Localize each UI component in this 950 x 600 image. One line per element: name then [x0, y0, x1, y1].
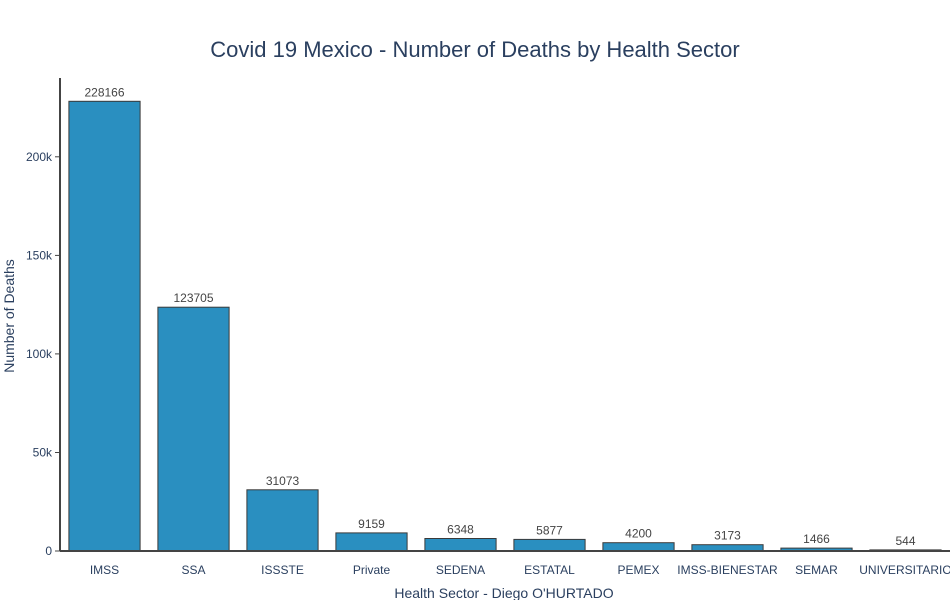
x-tick-label: SEDENA: [436, 563, 485, 577]
y-tick-label: 0: [45, 544, 52, 558]
x-axis-ticks: IMSS SSA ISSSTE Private SEDENA ESTATAL PEMEX IM…: [90, 563, 950, 577]
data-label: 31073: [266, 474, 300, 488]
x-tick-label: ESTATAL: [524, 563, 575, 577]
data-label: 3173: [714, 529, 741, 543]
bar-sedena: [425, 539, 496, 552]
bar-issste: [247, 490, 318, 551]
data-label: 123705: [173, 291, 213, 305]
x-tick-label: IMSS-BIENESTAR: [677, 563, 778, 577]
bar-pemex: [603, 543, 674, 551]
y-axis-title: Number of Deaths: [1, 259, 17, 373]
x-tick-label: IMSS: [90, 563, 119, 577]
y-axis-ticks: 0 50k 100k 150k 200k: [26, 150, 60, 558]
data-label: 6348: [447, 523, 474, 537]
data-label: 544: [895, 534, 915, 548]
data-label: 9159: [358, 517, 385, 531]
y-tick-label: 100k: [26, 347, 53, 361]
y-tick-label: 50k: [33, 446, 53, 460]
data-label: 228166: [84, 85, 124, 99]
y-tick-label: 150k: [26, 248, 53, 262]
x-tick-label: SEMAR: [795, 563, 838, 577]
x-tick-label: ISSSTE: [261, 563, 304, 577]
x-tick-label: Private: [353, 563, 391, 577]
bar-ssa: [158, 307, 229, 551]
x-tick-label: PEMEX: [617, 563, 659, 577]
bar-imss: [69, 101, 140, 551]
data-label: 1466: [803, 532, 830, 546]
chart-title: Covid 19 Mexico - Number of Deaths by He…: [210, 37, 739, 62]
bars-group: [69, 101, 941, 551]
x-axis-title: Health Sector - Diego O'HURTADO: [394, 585, 613, 600]
x-tick-label: UNIVERSITARIO: [859, 563, 950, 577]
y-tick-label: 200k: [26, 150, 53, 164]
data-label: 4200: [625, 527, 652, 541]
bar-private: [336, 533, 407, 551]
bar-estatal: [514, 539, 585, 551]
x-tick-label: SSA: [181, 563, 205, 577]
data-label: 5877: [536, 523, 563, 537]
